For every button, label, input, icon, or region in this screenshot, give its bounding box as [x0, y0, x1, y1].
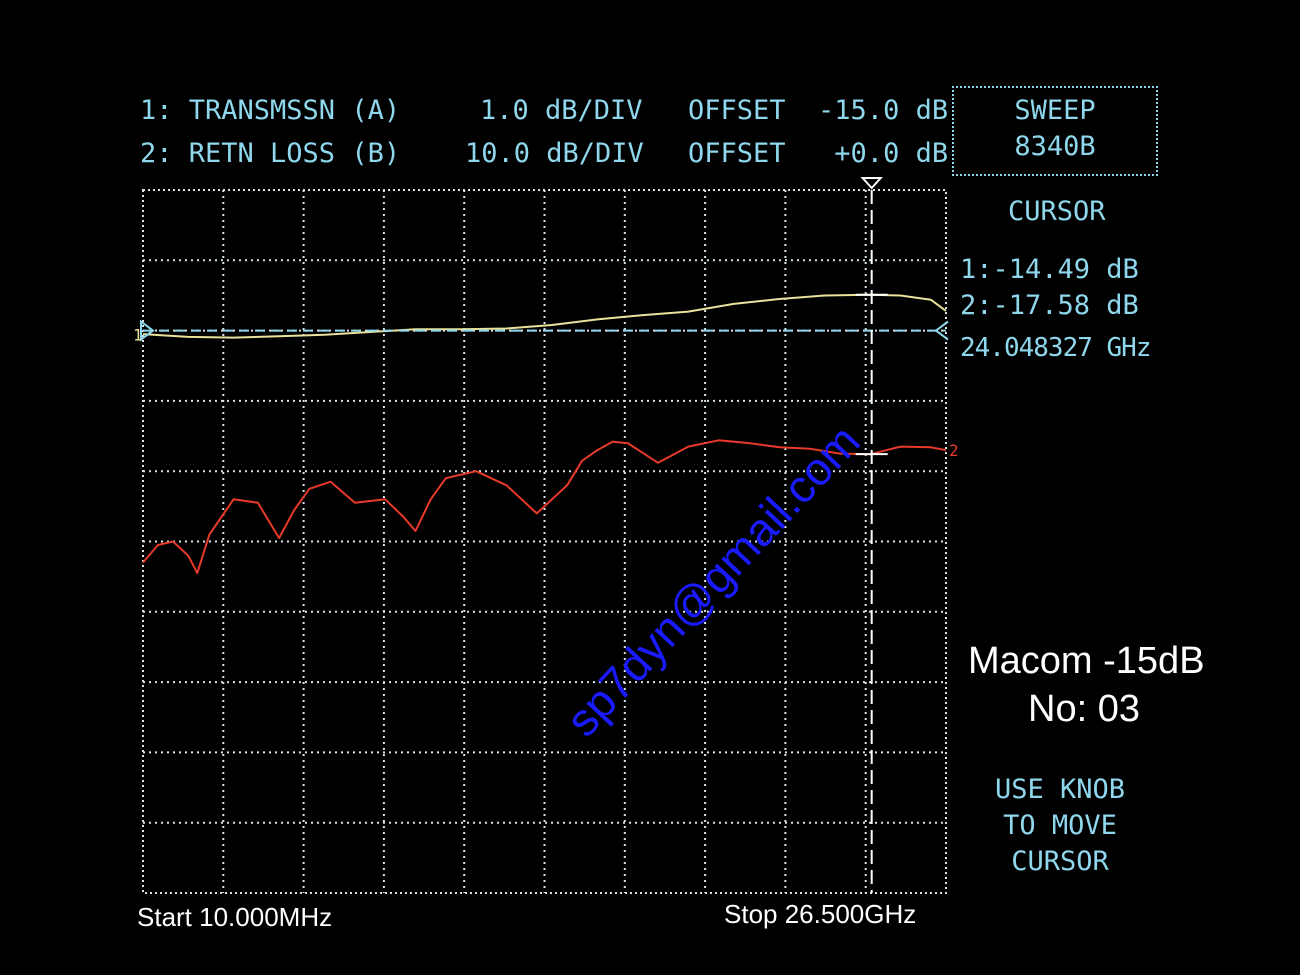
hint-line-3: CURSOR [1011, 846, 1109, 877]
reference-marker-left-icon [140, 319, 155, 342]
ch1-scale: 1.0 dB/DIV [480, 95, 643, 126]
hint-line-2: TO MOVE [1003, 810, 1117, 841]
trace1-marker-label: 1 [133, 326, 143, 345]
hint-line-1: USE KNOB [994, 774, 1126, 805]
plot-traces: 12 [133, 177, 959, 893]
stop-frequency: Stop 26.500GHz [724, 899, 917, 929]
device-label: Macom -15dB [968, 640, 1205, 682]
device-number: No: 03 [1028, 688, 1140, 730]
sweep-label: SWEEP [1014, 95, 1096, 126]
trace2-marker-label: 2 [949, 441, 959, 460]
sweep-source: 8340B [1014, 131, 1096, 162]
reference-marker-right-icon [934, 320, 949, 341]
cursor-title: CURSOR [1008, 196, 1106, 227]
ch1-offset: OFFSET -15.0 dB [688, 95, 949, 126]
ch2-scale: 10.0 dB/DIV [465, 138, 644, 169]
cursor-frequency: 24.048327 GHz [960, 333, 1151, 363]
ch2-offset: OFFSET +0.0 dB [688, 138, 949, 169]
cursor-ch1-value: 1:-14.49 dB [960, 254, 1139, 285]
ch1-name: 1: TRANSMSSN (A) [140, 95, 401, 126]
cursor-ch2-value: 2:-17.58 dB [960, 290, 1139, 321]
sweep-box [952, 86, 1158, 176]
trace-2 [142, 439, 947, 575]
cursor-marker-icon [860, 177, 883, 190]
ch2-name: 2: RETN LOSS (B) [140, 138, 401, 169]
start-frequency: Start 10.000MHz [137, 902, 333, 932]
